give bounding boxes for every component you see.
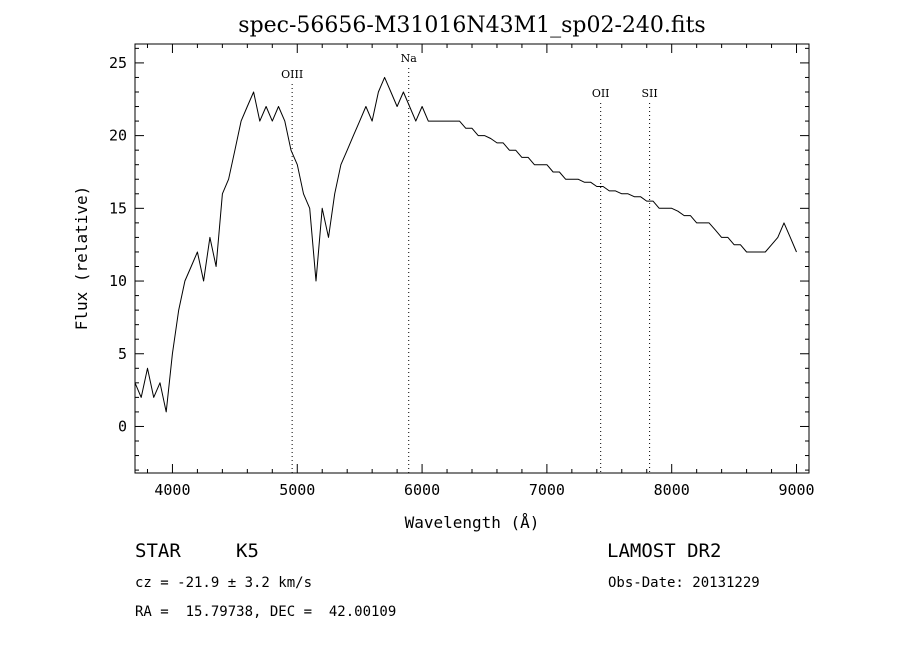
emission-line-label: OIII: [281, 68, 303, 81]
emission-line-label: OII: [592, 87, 610, 100]
spectrum-line: [134, 76, 797, 413]
emission-line-label: SII: [641, 87, 657, 100]
plot-frame: [134, 43, 810, 474]
y-tick-label: 10: [109, 272, 127, 290]
emission-line-markers: OIII Na OII SII: [281, 52, 658, 473]
y-tick-label: 5: [118, 345, 127, 363]
x-tick-label: 4000: [154, 481, 190, 499]
y-tick-label: 20: [109, 127, 127, 145]
x-tick-label: 9000: [778, 481, 814, 499]
axis-ticks: 4000 5000 6000 7000 8000 9000 0 5 10 15 20 25: [109, 44, 815, 499]
y-tick-label: 25: [109, 54, 127, 72]
observation-date: Obs-Date: 20131229: [608, 575, 760, 591]
y-tick-label: 0: [118, 417, 127, 435]
x-tick-label: 5000: [279, 481, 315, 499]
spectrum-series: [134, 76, 797, 413]
redshift-velocity: cz = -21.9 ± 3.2 km/s: [135, 575, 313, 591]
y-tick-label: 15: [109, 199, 127, 217]
x-tick-label: 7000: [529, 481, 565, 499]
x-axis-title: Wavelength (Å): [405, 513, 540, 532]
sky-coordinates: RA = 15.79738, DEC = 42.00109: [135, 604, 397, 620]
y-axis-title: Flux (relative): [72, 186, 91, 331]
object-class: STAR: [135, 540, 181, 562]
object-subclass: K5: [236, 540, 259, 562]
x-tick-label: 8000: [654, 481, 690, 499]
x-tick-label: 6000: [404, 481, 440, 499]
survey-name: LAMOST DR2: [607, 540, 722, 562]
chart-title: spec-56656-M31016N43M1_sp02-240.fits: [238, 13, 705, 38]
emission-line-label: Na: [401, 52, 418, 65]
